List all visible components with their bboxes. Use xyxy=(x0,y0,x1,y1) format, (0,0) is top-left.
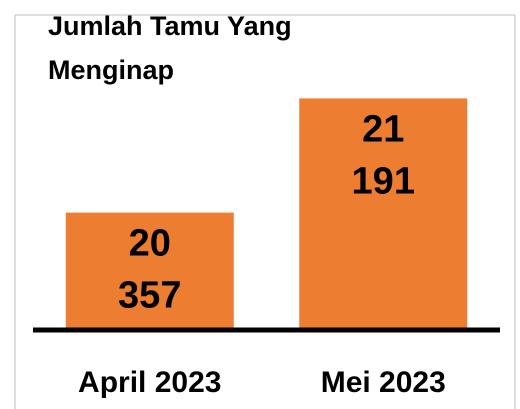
x-tick-label: April 2023 xyxy=(78,366,221,399)
value-label: 21 191 xyxy=(352,108,415,202)
bar xyxy=(65,212,234,330)
x-tick-label: Mei 2023 xyxy=(321,366,446,399)
value-label: 20 357 xyxy=(118,223,181,317)
bar xyxy=(299,98,468,330)
chart-title: Jumlah Tamu Yang Menginap xyxy=(48,11,292,85)
